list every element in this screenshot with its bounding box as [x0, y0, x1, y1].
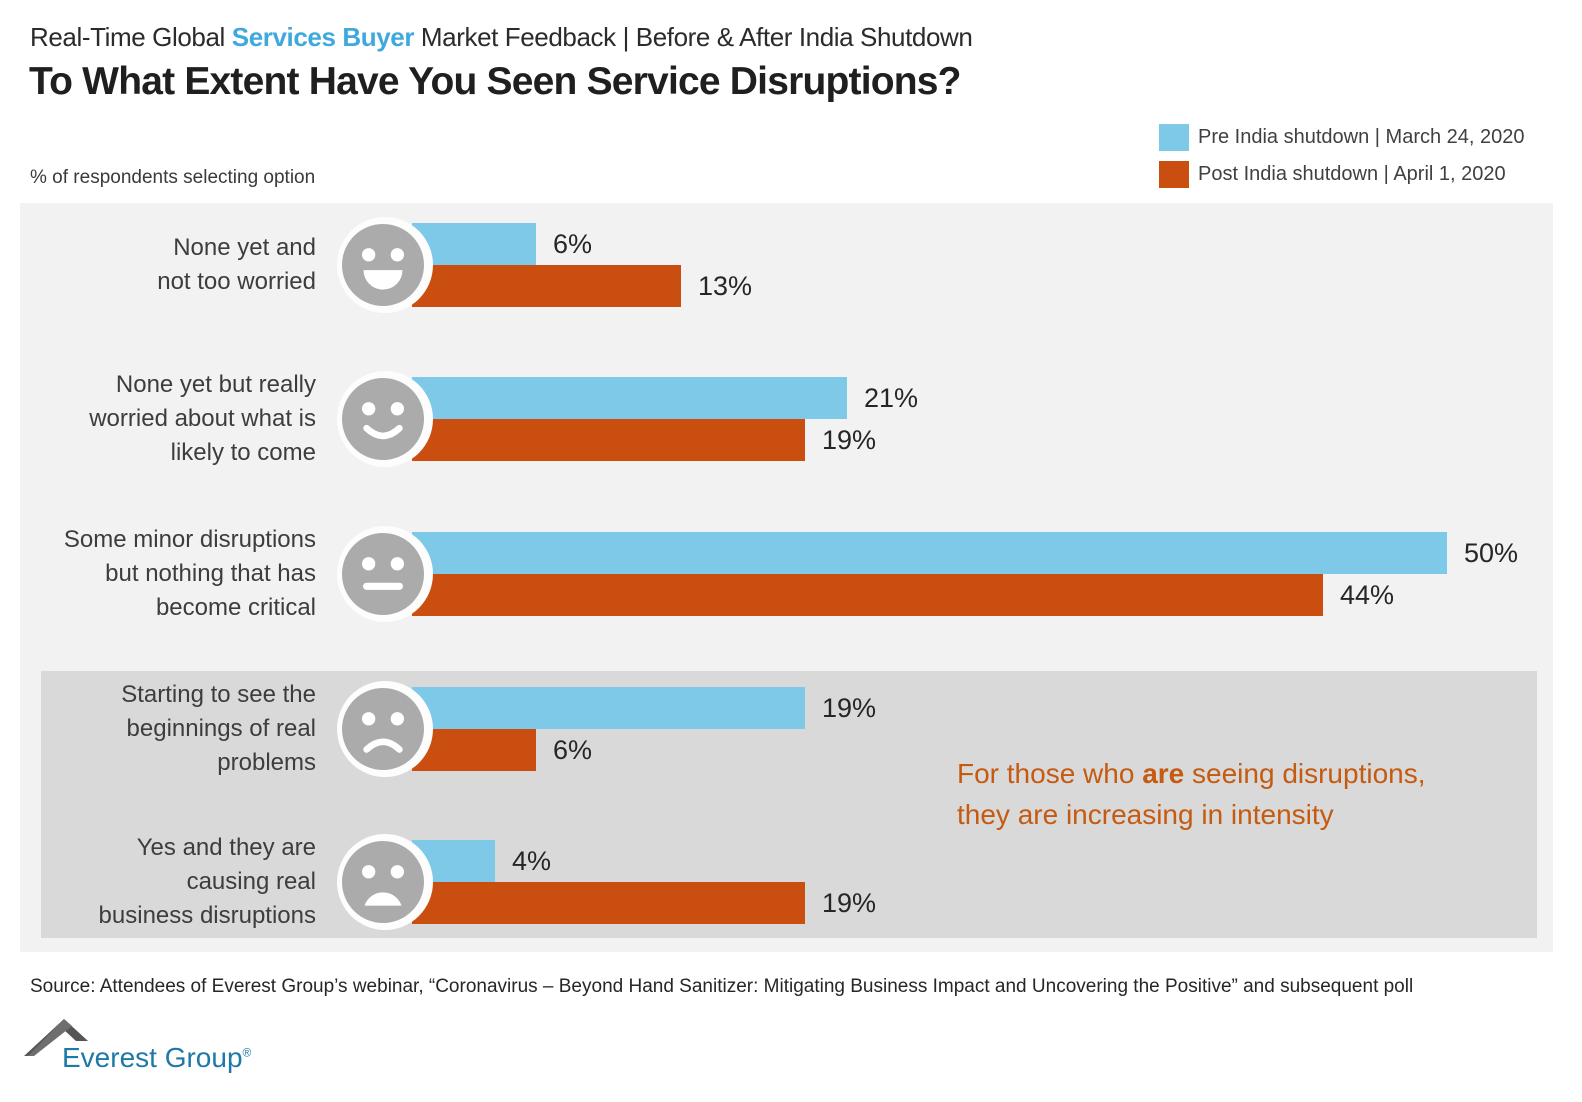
post-shutdown-swatch-icon: [1159, 160, 1189, 188]
pre-shutdown-bar: [412, 532, 1447, 574]
category-label: Starting to see the beginnings of real pro…: [121, 681, 316, 776]
post-shutdown-bar: [412, 729, 536, 771]
source-note: Source: Attendees of Everest Group’s web…: [30, 976, 1414, 997]
bar-value-label: 6%: [553, 735, 593, 765]
annotation-line-1: For those who are seeing disruptions,: [957, 758, 1426, 789]
legend-label: Post India shutdown | April 1, 2020: [1198, 162, 1506, 185]
bar-value-label: 4%: [512, 846, 552, 876]
category-label: Yes and they are causing real business dis…: [98, 834, 316, 929]
post-shutdown-bar: [412, 574, 1323, 616]
axis-note: % of respondents selecting option: [30, 167, 316, 188]
kicker-pre: Real-Time Global: [30, 22, 232, 52]
bar-value-label: 19%: [822, 888, 877, 918]
bar-value-label: 6%: [553, 229, 593, 259]
bar-value-label: 44%: [1340, 580, 1395, 610]
bar-value-label: 21%: [864, 383, 919, 413]
pre-shutdown-bar: [412, 687, 805, 729]
everest-group-logo: Everest Group®: [22, 1016, 251, 1086]
open-frown-face-icon: [342, 841, 424, 923]
smile-face-icon: [342, 378, 424, 460]
post-shutdown-bar: [412, 265, 681, 307]
legend-label: Pre India shutdown | March 24, 2020: [1198, 125, 1525, 148]
bar-value-label: 13%: [698, 271, 753, 301]
chart-legend: Pre India shutdown | March 24, 2020 Post…: [1159, 123, 1525, 197]
legend-row-post: Post India shutdown | April 1, 2020: [1159, 160, 1525, 188]
kicker-line: Real-Time Global Services Buyer Market F…: [30, 22, 973, 53]
category-label: None yet but really worried about what is…: [89, 371, 316, 466]
bar-value-label: 19%: [822, 693, 877, 723]
annotation-line-2: they are increasing in intensity: [957, 799, 1334, 830]
bar-value-label: 19%: [822, 425, 877, 455]
logo-wordmark: Everest Group®: [62, 1042, 252, 1073]
pre-shutdown-bar: [412, 377, 847, 419]
post-shutdown-bar: [412, 419, 805, 461]
bar-value-label: 50%: [1464, 538, 1519, 568]
pre-shutdown-swatch-icon: [1159, 123, 1189, 151]
happy-face-icon: [342, 224, 424, 306]
kicker-highlight: Services Buyer: [231, 22, 415, 52]
category-label: None yet and not too worried: [157, 234, 316, 295]
frown-face-icon: [342, 688, 424, 770]
registered-mark: ®: [242, 1045, 252, 1060]
neutral-face-icon: [342, 533, 424, 615]
annotation-callout: For those who are seeing disruptions, th…: [957, 753, 1426, 835]
pre-shutdown-bar: [412, 223, 536, 265]
post-shutdown-bar: [412, 882, 805, 924]
page-title: To What Extent Have You Seen Service Dis…: [29, 60, 961, 103]
category-label: Some minor disruptions but nothing that h…: [63, 526, 316, 621]
legend-row-pre: Pre India shutdown | March 24, 2020: [1159, 123, 1525, 151]
kicker-post: Market Feedback | Before & After India S…: [414, 22, 973, 52]
mountain-peak-icon: [24, 1019, 88, 1056]
